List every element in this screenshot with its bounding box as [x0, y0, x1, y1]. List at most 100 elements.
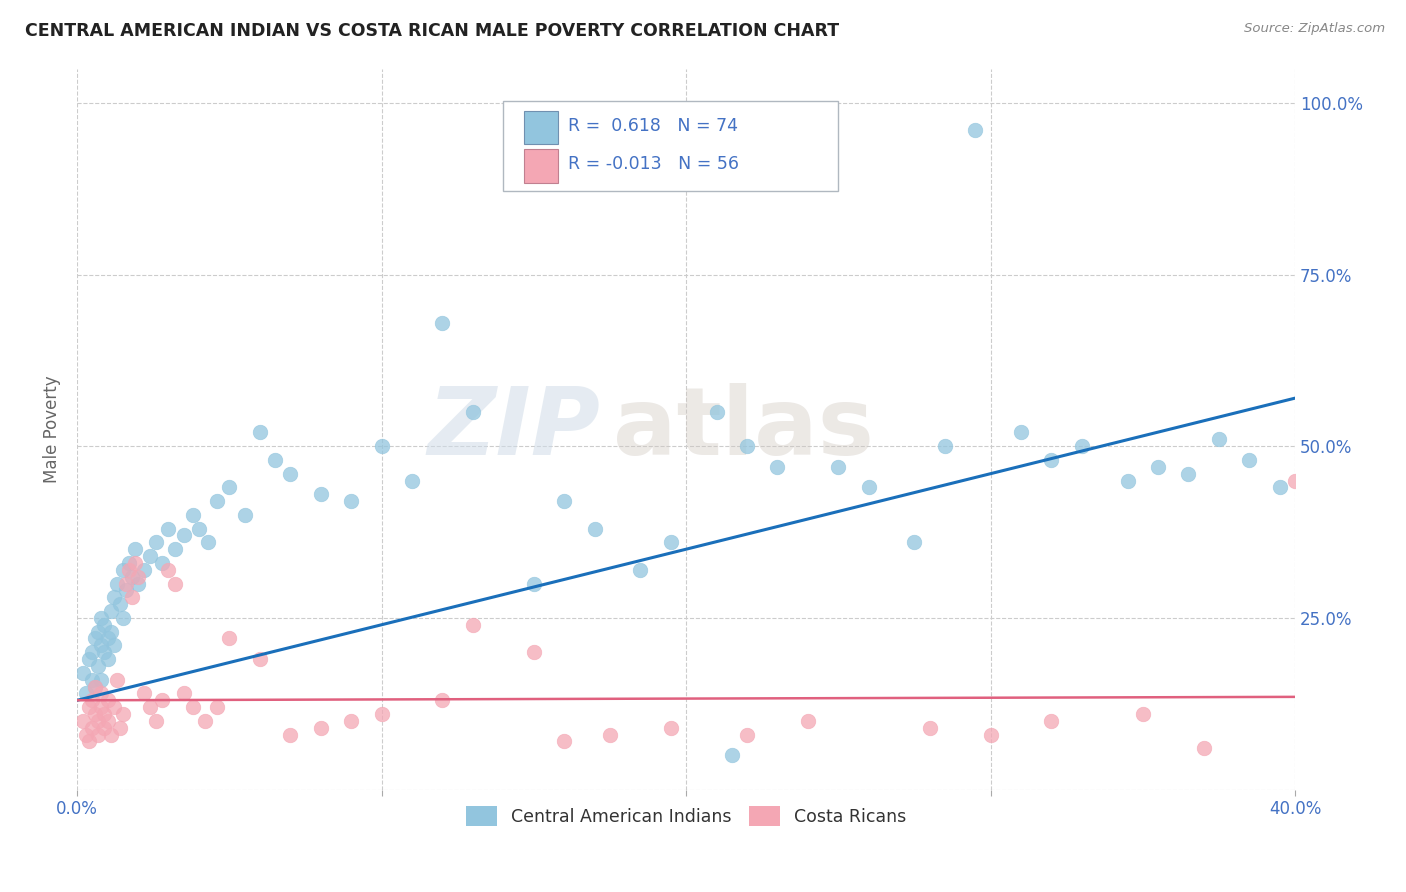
Point	[77, 700, 100, 714]
Point	[103, 591, 125, 605]
Point	[96, 693, 118, 707]
Point	[340, 494, 363, 508]
Point	[918, 721, 941, 735]
Point	[205, 700, 228, 714]
Point	[157, 563, 180, 577]
Point	[127, 570, 149, 584]
Point	[93, 721, 115, 735]
Bar	[524, 149, 558, 183]
Point	[84, 632, 107, 646]
Point	[1177, 467, 1199, 481]
Point	[1116, 474, 1139, 488]
Point	[100, 604, 122, 618]
Point	[1040, 453, 1063, 467]
Point	[75, 728, 97, 742]
Point	[1040, 714, 1063, 728]
Point	[100, 624, 122, 639]
Point	[1239, 453, 1261, 467]
Point	[90, 673, 112, 687]
Point	[82, 721, 104, 735]
Point	[163, 542, 186, 557]
Point	[197, 535, 219, 549]
Bar	[524, 112, 558, 145]
Point	[82, 673, 104, 687]
Point	[87, 728, 110, 742]
Point	[1010, 425, 1032, 440]
Point	[72, 665, 94, 680]
Point	[858, 480, 880, 494]
Point	[103, 638, 125, 652]
Point	[706, 405, 728, 419]
Point	[278, 467, 301, 481]
Point	[87, 659, 110, 673]
Point	[82, 693, 104, 707]
Point	[233, 508, 256, 522]
Point	[84, 706, 107, 721]
Point	[181, 700, 204, 714]
Point	[553, 494, 575, 508]
Point	[965, 123, 987, 137]
Point	[903, 535, 925, 549]
Point	[980, 728, 1002, 742]
Point	[111, 706, 134, 721]
Point	[340, 714, 363, 728]
Point	[139, 700, 162, 714]
Point	[461, 405, 484, 419]
Point	[432, 316, 454, 330]
Text: R =  0.618   N = 74: R = 0.618 N = 74	[568, 117, 738, 135]
Point	[150, 556, 173, 570]
Point	[84, 680, 107, 694]
Point	[132, 563, 155, 577]
Point	[114, 583, 136, 598]
Point	[659, 535, 682, 549]
Point	[278, 728, 301, 742]
Point	[90, 638, 112, 652]
Point	[77, 652, 100, 666]
Point	[118, 563, 141, 577]
Point	[93, 617, 115, 632]
Point	[124, 542, 146, 557]
Point	[139, 549, 162, 563]
Point	[659, 721, 682, 735]
Point	[118, 556, 141, 570]
Point	[1132, 706, 1154, 721]
Legend: Central American Indians, Costa Ricans: Central American Indians, Costa Ricans	[457, 797, 915, 835]
Point	[84, 680, 107, 694]
Point	[628, 563, 651, 577]
Point	[599, 728, 621, 742]
Point	[1208, 433, 1230, 447]
Point	[523, 645, 546, 659]
FancyBboxPatch shape	[503, 101, 838, 191]
Point	[249, 425, 271, 440]
Point	[145, 714, 167, 728]
Text: Source: ZipAtlas.com: Source: ZipAtlas.com	[1244, 22, 1385, 36]
Point	[163, 576, 186, 591]
Point	[205, 494, 228, 508]
Point	[735, 439, 758, 453]
Point	[766, 459, 789, 474]
Point	[150, 693, 173, 707]
Point	[132, 686, 155, 700]
Point	[370, 706, 392, 721]
Point	[157, 522, 180, 536]
Point	[309, 487, 332, 501]
Point	[127, 576, 149, 591]
Point	[100, 728, 122, 742]
Point	[90, 686, 112, 700]
Y-axis label: Male Poverty: Male Poverty	[44, 376, 60, 483]
Point	[103, 700, 125, 714]
Point	[218, 480, 240, 494]
Point	[1147, 459, 1170, 474]
Text: atlas: atlas	[613, 383, 875, 475]
Text: R = -0.013   N = 56: R = -0.013 N = 56	[568, 155, 740, 173]
Point	[124, 556, 146, 570]
Point	[187, 522, 209, 536]
Point	[218, 632, 240, 646]
Point	[461, 617, 484, 632]
Point	[173, 686, 195, 700]
Point	[111, 611, 134, 625]
Point	[96, 652, 118, 666]
Point	[194, 714, 217, 728]
Point	[121, 591, 143, 605]
Point	[553, 734, 575, 748]
